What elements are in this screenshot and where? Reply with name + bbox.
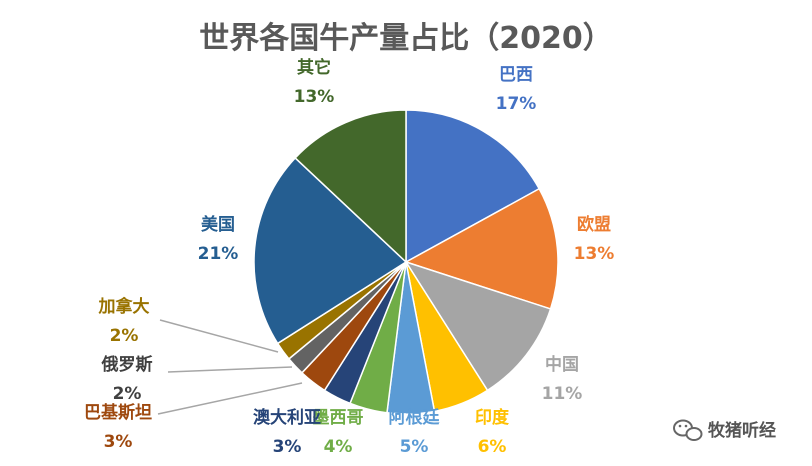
pie-slice: [404, 260, 552, 392]
leader-line: [159, 319, 279, 353]
slice-label: 巴基斯坦: [84, 402, 152, 423]
slice-value-label: 3%: [273, 437, 302, 457]
pie-slice: [404, 187, 559, 310]
slice-value-label: 3%: [104, 432, 133, 452]
slice-label: 澳大利亚: [253, 407, 321, 428]
slice-label: 印度: [475, 407, 510, 428]
slice-label: 中国: [545, 354, 579, 375]
pie-slice: [405, 109, 541, 264]
pie-slices: [253, 109, 559, 415]
slice-label: 美国: [201, 214, 235, 235]
slice-label: 其它: [297, 57, 331, 78]
watermark-text: 牧猪听经: [708, 420, 776, 441]
pie-slice: [294, 109, 407, 264]
leader-line: [167, 366, 293, 373]
slice-value-label: 17%: [496, 94, 537, 114]
slice-label: 加拿大: [98, 296, 150, 317]
slice-label: 欧盟: [577, 214, 611, 235]
slice-label: 俄罗斯: [101, 354, 153, 375]
slice-value-label: 5%: [400, 437, 429, 457]
slice-value-label: 2%: [110, 326, 139, 346]
slice-value-label: 13%: [574, 244, 615, 264]
slice-value-label: 6%: [478, 437, 507, 457]
slice-value-label: 13%: [294, 87, 335, 107]
slice-label: 巴西: [499, 65, 533, 85]
slice-label: 墨西哥: [313, 408, 364, 428]
watermark: 牧猪听经: [673, 419, 776, 441]
pie-slice: [253, 156, 408, 345]
slice-value-label: 11%: [542, 384, 583, 404]
wechat-icon: [673, 419, 703, 441]
leader-line: [157, 382, 303, 415]
slice-value-label: 4%: [324, 437, 353, 457]
slice-value-label: 2%: [113, 384, 142, 404]
data-labels: 巴西 17% 欧盟 13% 中国 11% 印度 6% 阿根廷 5% 墨西哥 4%澳大利亚 3% 巴基斯坦 3…: [84, 57, 614, 457]
slice-value-label: 21%: [198, 244, 239, 264]
slice-label: 阿根廷: [389, 407, 441, 428]
chart-title: 世界各国牛产量占比（2020）: [199, 21, 613, 56]
leader-lines: [157, 319, 303, 415]
